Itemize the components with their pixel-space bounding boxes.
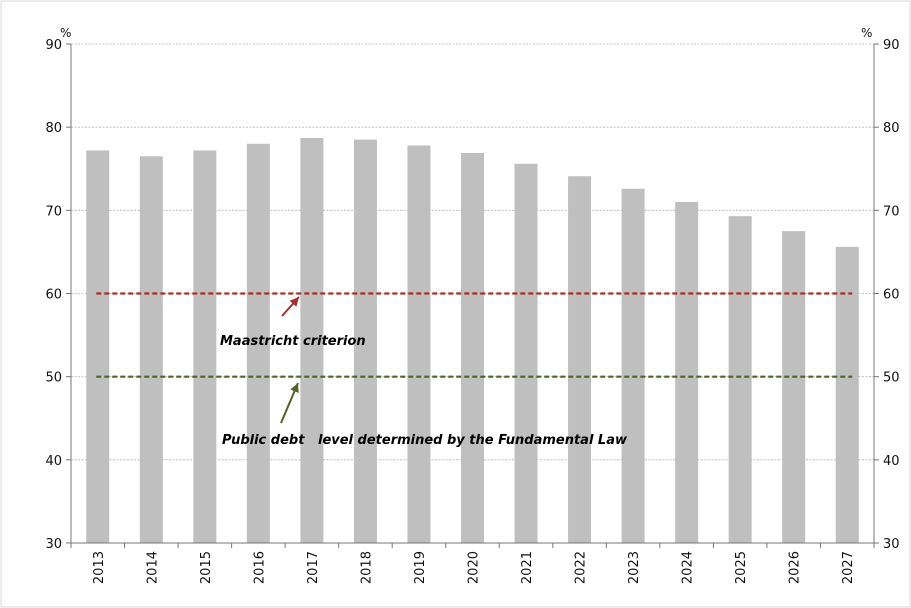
x-tick-label-2020: 2020 (467, 551, 482, 584)
y-tick-label-left: 80 (45, 121, 62, 136)
y-tick-label-right: 70 (883, 204, 900, 219)
bar-2024 (675, 202, 699, 543)
bar-2027 (835, 246, 859, 543)
x-tick-label-2021: 2021 (520, 551, 535, 584)
bar-2025 (728, 216, 752, 543)
annotation-label-50: Public debt level determined by the Fund… (222, 433, 628, 448)
x-tick-label-2013: 2013 (92, 551, 107, 584)
x-tick-label-2024: 2024 (681, 551, 696, 584)
x-tick-label-2022: 2022 (574, 551, 589, 584)
y-tick-label-right: 60 (883, 288, 900, 303)
x-tick-label-2016: 2016 (252, 551, 267, 584)
annotation-arrowhead-60 (289, 297, 299, 307)
x-tick-label-2019: 2019 (413, 551, 428, 584)
bar-2016 (246, 143, 270, 544)
axes: 30 30 40 40 50 50 60 60 70 70 80 80 90 90 2013 2014 2015… (45, 38, 899, 584)
y-unit-left: % (60, 26, 71, 40)
y-tick-label-right: 40 (883, 454, 900, 469)
bar-2022 (568, 176, 592, 544)
x-tick-label-2014: 2014 (145, 551, 160, 584)
reference-lines: Maastricht criterion Public debt level de… (96, 292, 853, 448)
x-tick-label-2027: 2027 (841, 551, 856, 584)
y-tick-label-right: 30 (883, 537, 900, 552)
x-tick-label-2017: 2017 (306, 551, 321, 584)
bar-2021 (514, 163, 538, 543)
y-tick-label-left: 50 (45, 371, 62, 386)
bar-2023 (621, 188, 645, 543)
y-tick-label-left: 70 (45, 204, 62, 219)
y-tick-label-right: 50 (883, 371, 900, 386)
y-tick-label-left: 60 (45, 288, 62, 303)
annotation-arrowhead-50 (290, 383, 299, 394)
annotation-label-60: Maastricht criterion (220, 334, 366, 349)
bar-2017 (300, 137, 324, 543)
x-tick-label-2023: 2023 (627, 551, 642, 584)
bar-2026 (782, 231, 806, 543)
y-unit-right: % (861, 26, 872, 40)
bar-2014 (139, 156, 163, 543)
x-tick-label-2025: 2025 (734, 551, 749, 584)
bar-2013 (86, 150, 110, 543)
y-tick-label-right: 80 (883, 121, 900, 136)
bar-2015 (193, 150, 217, 543)
x-tick-label-2018: 2018 (359, 551, 374, 584)
x-tick-label-2026: 2026 (788, 551, 803, 584)
bar-2018 (353, 139, 377, 543)
y-tick-label-left: 90 (45, 38, 62, 53)
y-tick-label-right: 90 (883, 38, 900, 53)
y-tick-label-left: 40 (45, 454, 62, 469)
x-tick-label-2015: 2015 (199, 551, 214, 584)
bar-2020 (461, 152, 484, 543)
y-tick-label-left: 30 (45, 537, 62, 552)
bar-2019 (407, 145, 431, 544)
bars (86, 137, 859, 544)
